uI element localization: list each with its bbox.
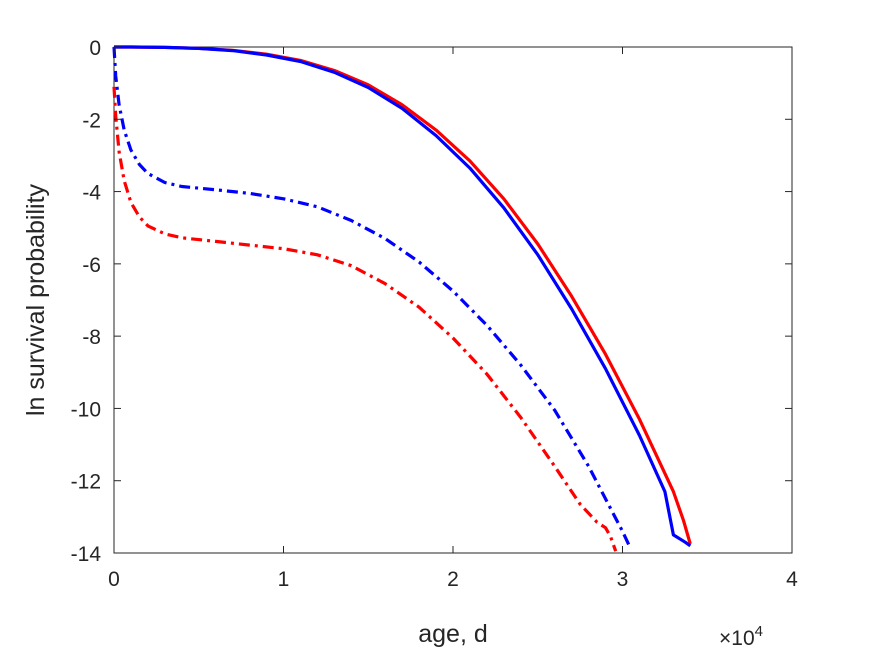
plot-area: 0 1 2 3 4 0 -2 -4 -6 -8 -10 -12 -14 (71, 37, 799, 591)
x-tick-label: 4 (786, 568, 798, 591)
y-tick-label: -12 (71, 471, 101, 494)
x-exponent-base: ×10 (719, 627, 755, 650)
series-line-3 (112, 46, 631, 547)
series-line-2 (114, 45, 692, 548)
x-axis-exponent: ×104 (719, 623, 763, 650)
x-exponent-power: 4 (755, 623, 763, 640)
series-line-4 (112, 86, 618, 552)
y-tick-label: -2 (82, 109, 101, 132)
x-axis-label: age, d (418, 620, 488, 648)
axes-box (113, 46, 793, 554)
y-tick-label: -10 (71, 398, 101, 421)
y-tick-label: -14 (71, 543, 102, 566)
y-tick-label: 0 (89, 37, 101, 60)
y-axis-ticks: 0 -2 -4 -6 -8 -10 -12 -14 (71, 37, 792, 566)
x-tick-label: 1 (278, 568, 290, 591)
y-tick-label: -4 (82, 182, 101, 205)
y-axis-label: ln survival probability (22, 183, 50, 416)
x-tick-label: 3 (617, 568, 629, 591)
x-axis-ticks: 0 1 2 3 4 (108, 47, 798, 591)
y-tick-label: -8 (82, 326, 101, 349)
series-layer (112, 45, 692, 552)
y-tick-label: -6 (82, 254, 101, 277)
x-tick-label: 0 (108, 568, 120, 591)
x-tick-label: 2 (447, 568, 459, 591)
